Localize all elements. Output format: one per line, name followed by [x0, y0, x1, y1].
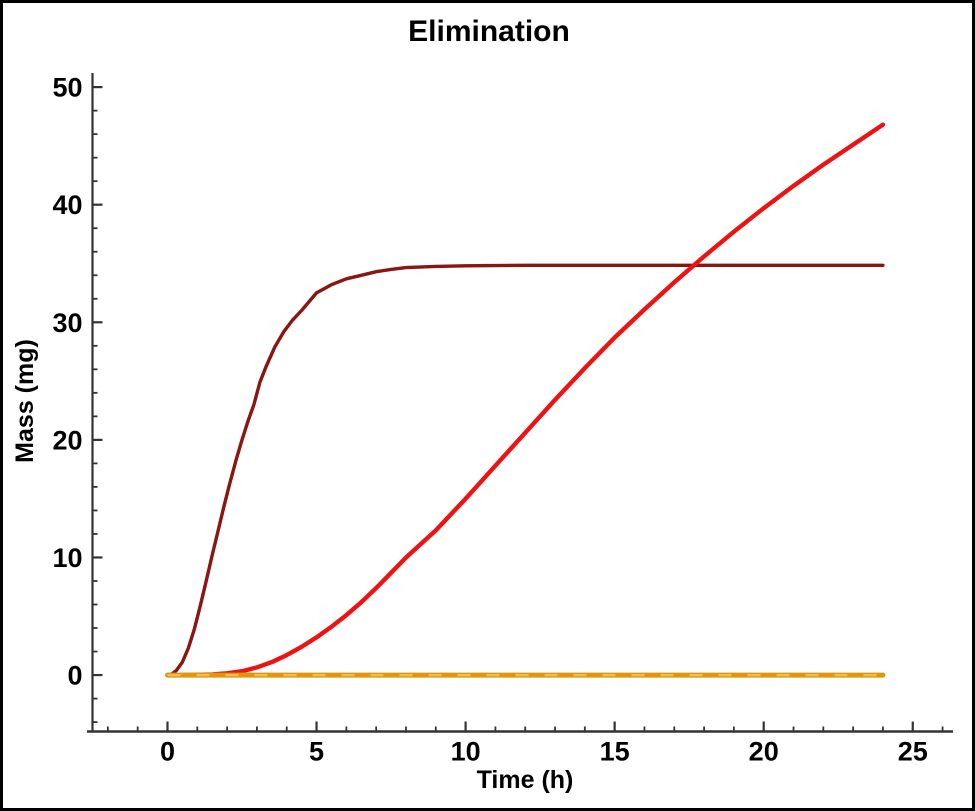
- y-tick-label: 10: [52, 543, 82, 573]
- x-tick-label: 0: [160, 737, 175, 767]
- y-tick-label: 0: [67, 661, 82, 691]
- chart-title: Elimination: [408, 15, 570, 48]
- x-tick-label: 20: [749, 737, 779, 767]
- x-tick-label: 25: [898, 737, 928, 767]
- x-tick-label: 5: [309, 737, 324, 767]
- tick-labels: 0 5 10 15 20 25 0 10 20 30 40 50: [52, 73, 927, 767]
- x-tick-label: 10: [451, 737, 481, 767]
- axis-ticks: [92, 86, 944, 732]
- axes: [87, 73, 953, 733]
- red-curve-line: [165, 122, 886, 678]
- y-tick-label: 20: [52, 425, 82, 455]
- y-tick-label: 50: [52, 73, 82, 103]
- y-tick-label: 30: [52, 308, 82, 338]
- y-tick-label: 40: [52, 190, 82, 220]
- x-tick-label: 15: [600, 737, 630, 767]
- elimination-chart: Elimination Time (h) Mass (mg) 0 5 10 15 20 2…: [11, 15, 953, 794]
- maroon-curve-line: [165, 263, 885, 677]
- x-axis-label: Time (h): [477, 766, 574, 794]
- series-lines: [165, 122, 886, 678]
- y-axis-label: Mass (mg): [11, 339, 39, 463]
